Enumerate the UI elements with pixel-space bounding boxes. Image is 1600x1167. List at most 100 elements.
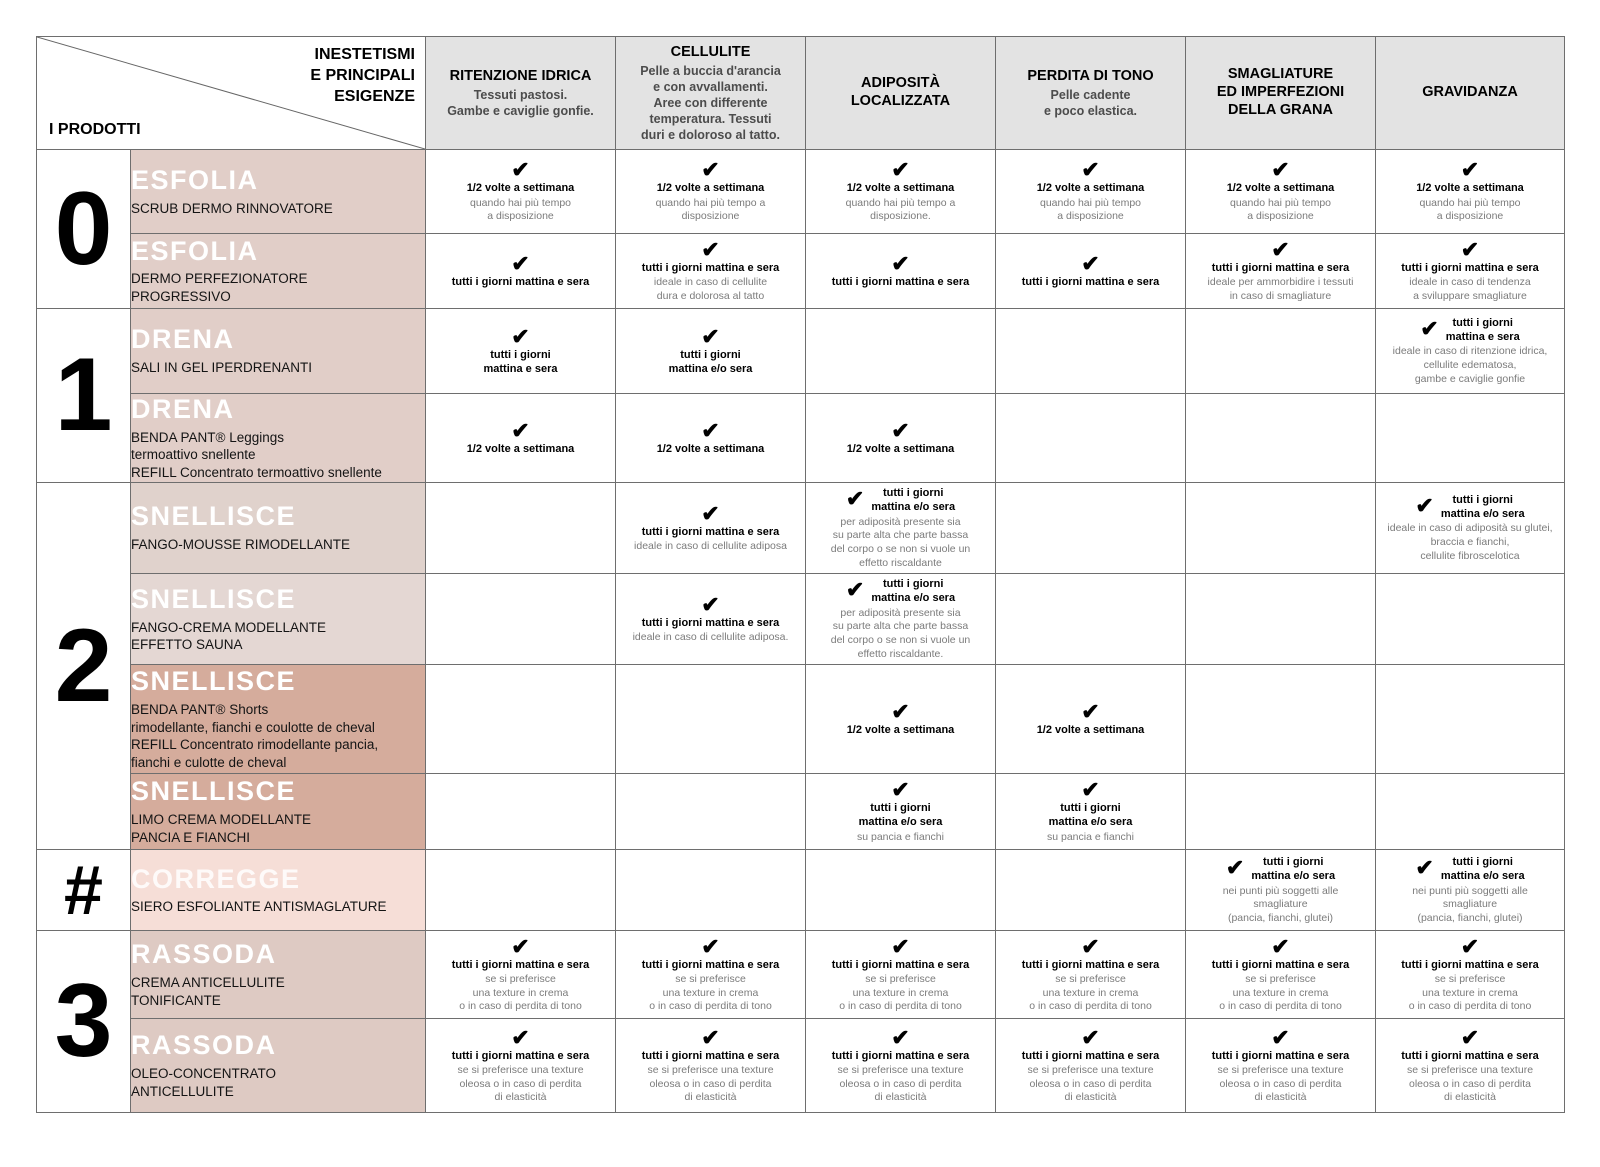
products-axis-label: I PRODOTTI [49,121,141,138]
product-label-cell: DRENA SALI IN GEL IPERDRENANTI [130,308,426,394]
checkmark-icon: ✔ [1081,699,1100,725]
product-label-cell: SNELLISCE LIMO CREMA MODELLANTE PANCIA E … [130,773,426,851]
matrix-cell: ✔ tutti i giorni mattina e/o sera per adip… [805,573,996,666]
usage-note: ideale in caso di adiposità su glutei, b… [1387,522,1553,562]
column-description: Pelle cadente e poco elastica. [1043,88,1138,119]
group-number-cell: 3 [36,930,131,1114]
usage-note: su pancia e fianchi [857,830,944,843]
matrix-cell [995,393,1186,483]
product-title: ESFOLIA [131,235,259,266]
usage-frequency: tutti i giorni mattina e sera [831,958,970,971]
usage-frequency: 1/2 volte a settimana [1226,182,1335,195]
matrix-cell: ✔ tutti i giorni mattina e sera se si pref… [1375,1018,1565,1114]
checkmark-icon: ✔ [1460,1024,1480,1050]
matrix-cell: ✔ tutti i giorni mattina e sera ideale in … [615,481,806,575]
usage-note: ideale per ammorbidire i tessuti in caso… [1207,276,1354,302]
column-header-adiposita-localizzata: ADIPOSITÀ LOCALIZZATA [805,36,996,150]
needs-axis-label: INESTETISMI E PRINCIPALI ESIGENZE [310,46,415,105]
usage-note: se si preferisce una texture oleosa o in… [1406,1064,1534,1104]
usage-frequency: tutti i giorni mattina e sera [451,275,590,288]
group-number: 1 [54,337,113,453]
product-title: DRENA [131,393,235,424]
usage-frequency: tutti i giorni mattina e/o sera [871,487,956,514]
product-subtitle: BENDA PANT® Shorts rimodellante, fianchi… [131,702,379,770]
checkmark-icon: ✔ [1081,157,1100,183]
matrix-cell: ✔ tutti i giorni mattina e sera se si pref… [1185,1018,1376,1114]
matrix-cell: ✔ tutti i giorni mattina e sera ideale in … [615,573,806,666]
product-label-cell: DRENA BENDA PANT® Leggings termoattivo sn… [130,393,426,483]
checkmark-icon: ✔ [1460,236,1480,262]
product-subtitle: SIERO ESFOLIANTE ANTISMAGLATURE [131,899,387,915]
matrix-cell: ✔ tutti i giorni mattina e sera se si pref… [615,930,806,1020]
usage-frequency: tutti i giorni mattina e sera [1211,261,1350,274]
matrix-cell: ✔ 1/2 volte a settimana [995,664,1186,775]
checkmark-icon: ✔ [701,323,720,349]
usage-frequency: tutti i giorni mattina e sera [1021,275,1160,288]
product-subtitle: OLEO-CONCENTRATO ANTICELLULITE [131,1066,277,1099]
checkmark-icon: ✔ [845,486,865,511]
product-row: RASSODA OLEO-CONCENTRATO ANTICELLULITE ✔ tu… [37,1018,1565,1114]
matrix-cell: ✔ tutti i giorni mattina e sera se si pref… [615,1018,806,1114]
group-number: # [64,851,103,930]
matrix-cell [425,573,616,666]
matrix-cell: ✔ 1/2 volte a settimana quando hai più tem… [805,149,996,234]
usage-frequency: 1/2 volte a settimana [656,182,765,195]
checkmark-icon: ✔ [701,933,720,959]
usage-note: su pancia e fianchi [1047,830,1134,843]
group-number: 3 [54,963,113,1080]
product-row: SNELLISCE LIMO CREMA MODELLANTE PANCIA E … [37,773,1565,851]
checkmark-icon: ✔ [511,157,530,183]
product-title: DRENA [131,324,235,355]
usage-frequency: 1/2 volte a settimana [846,724,955,737]
product-subtitle: FANGO-MOUSSE RIMODELLANTE [131,537,351,553]
matrix-cell [1375,664,1565,775]
matrix-cell: ✔ tutti i giorni mattina e sera [995,233,1186,309]
checkmark-icon: ✔ [701,417,720,443]
usage-frequency: tutti i giorni mattina e/o sera [1048,802,1133,829]
product-title: CORREGGE [131,863,301,894]
column-header-ritenzione-idrica: RITENZIONE IDRICA Tessuti pastosi. Gambe… [425,36,616,150]
usage-frequency: tutti i giorni mattina e/o sera [1440,493,1525,521]
group-number-cell: # [36,849,131,932]
matrix-cell: ✔ 1/2 volte a settimana [615,393,806,483]
checkmark-icon: ✔ [891,699,910,725]
matrix-cell: ✔ tutti i giorni mattina e sera ideale in … [615,233,806,309]
product-row: 1 DRENA SALI IN GEL IPERDRENANTI ✔ tutti i g… [36,308,1565,483]
product-title: RASSODA [131,1030,277,1061]
product-title: SNELLISCE [131,776,297,807]
usage-note: se si preferisce una texture oleosa o in… [1217,1064,1344,1104]
usage-frequency: 1/2 volte a settimana [1036,182,1145,195]
column-title: ADIPOSITÀ LOCALIZZATA [850,74,951,109]
matrix-cell [805,849,996,932]
matrix-cell [1375,393,1565,483]
checkmark-icon: ✔ [701,236,720,262]
usage-frequency: 1/2 volte a settimana [846,442,955,455]
usage-frequency: tutti i giorni mattina e sera [1021,1049,1160,1062]
product-needs-matrix: INESTETISMI E PRINCIPALI ESIGENZE I PROD… [36,36,1565,1114]
matrix-cell: ✔ tutti i giorni mattina e/o sera ideale i… [1375,481,1565,575]
matrix-cell: ✔ tutti i giorni mattina e/o sera su panci… [805,773,996,851]
group-number-cell: 0 [36,149,131,309]
product-subtitle: SCRUB DERMO RINNOVATORE [131,200,333,216]
usage-frequency: tutti i giorni mattina e sera [641,261,780,274]
matrix-cell: ✔ 1/2 volte a settimana [805,393,996,483]
group-number: 2 [54,607,113,724]
product-matrix-sheet: INESTETISMI E PRINCIPALI ESIGENZE I PROD… [36,36,1565,1114]
checkmark-icon: ✔ [845,577,865,603]
product-row: DRENA BENDA PANT® Leggings termoattivo sn… [37,393,1565,483]
product-subtitle: BENDA PANT® Leggings termoattivo snellen… [131,429,382,480]
checkmark-icon: ✔ [511,250,530,276]
usage-note: ideale in caso di cellulite adiposa. [632,631,789,644]
checkmark-icon: ✔ [1271,933,1290,959]
product-title: SNELLISCE [131,666,297,697]
matrix-cell: ✔ tutti i giorni mattina e sera se si pref… [425,1018,616,1114]
matrix-cell: ✔ tutti i giorni mattina e sera se si pref… [995,930,1186,1020]
checkmark-icon: ✔ [1081,1024,1100,1050]
matrix-cell: ✔ tutti i giorni mattina e sera [425,233,616,309]
usage-note: se si preferisce una texture in crema o … [1408,973,1532,1013]
column-title: SMAGLIATURE ED IMPERFEZIONI DELLA GRANA [1216,65,1345,119]
usage-frequency: tutti i giorni mattina e/o sera [858,802,943,829]
matrix-cell [425,481,616,575]
usage-note: se si preferisce una texture oleosa o in… [837,1064,964,1104]
checkmark-icon: ✔ [1460,933,1480,959]
